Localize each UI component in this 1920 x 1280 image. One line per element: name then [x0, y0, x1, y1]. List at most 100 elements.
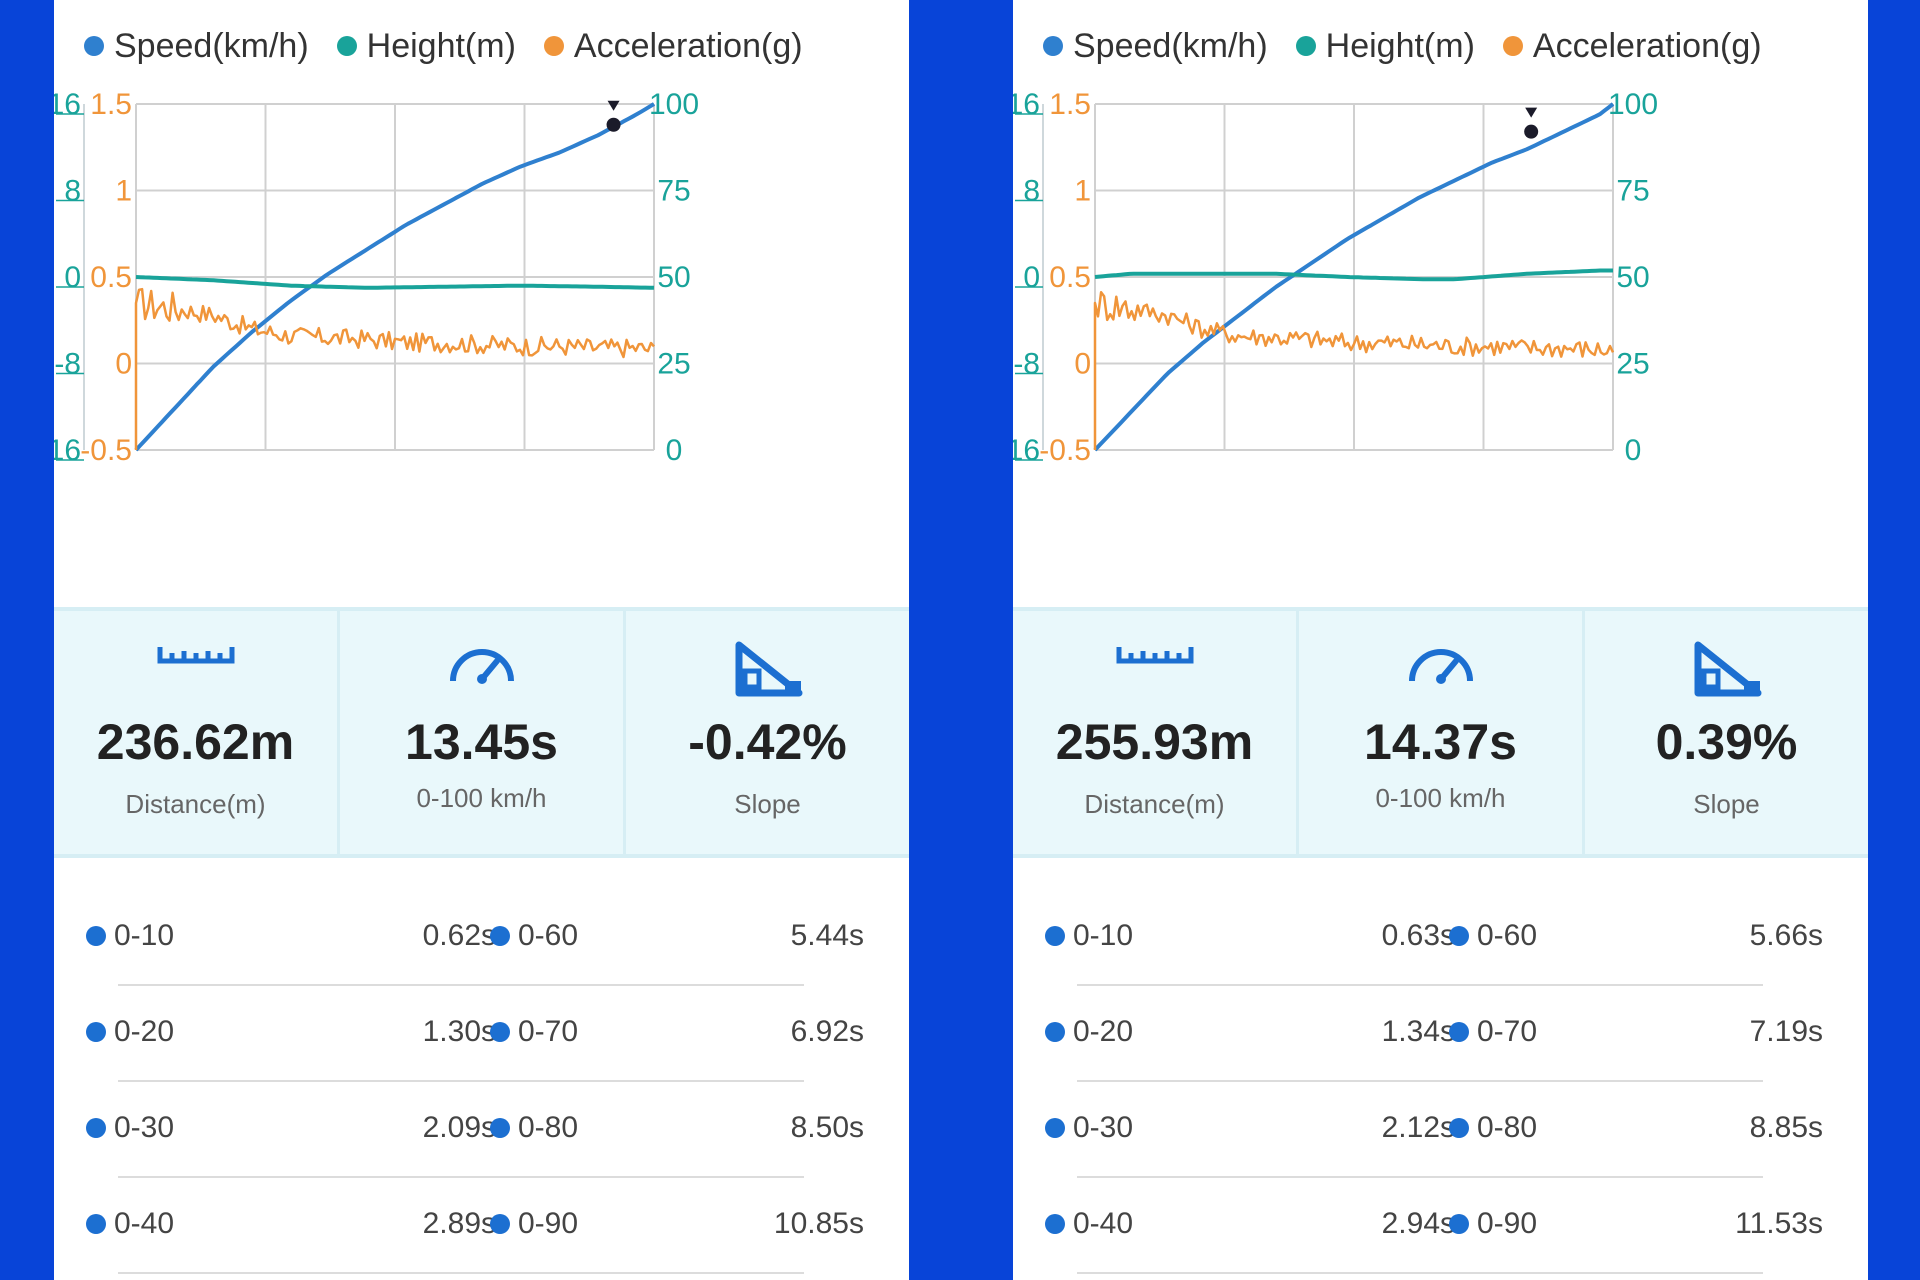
bullet-icon	[86, 1118, 106, 1138]
split-times: 0-10 0.63s 0-60 5.66s 0-20 1.34s 0-70 7.…	[1013, 890, 1868, 1274]
legend-height-label: Height(m)	[366, 26, 516, 65]
performance-chart-svg: 16 8 0 -8 -16 1.5 1 0.5 0 -0.5 100 75 50 25 0	[54, 88, 699, 467]
speed-tick-label: 25	[1616, 348, 1649, 381]
speed-tick-label: 0	[666, 434, 683, 467]
split-value: 11.53s	[1735, 1207, 1823, 1240]
split-value: 8.50s	[790, 1111, 864, 1144]
split-label-text: 0-60	[1477, 919, 1538, 952]
split-label-text: 0-80	[1477, 1111, 1538, 1144]
split-label: 0-90	[490, 1202, 578, 1246]
zero-to-100-label: 0-100 km/h	[416, 783, 547, 813]
zero-to-100-value: 14.37s	[1364, 714, 1517, 770]
legend-acceleration-label: Acceleration(g)	[1532, 26, 1762, 65]
bullet-icon	[490, 1022, 510, 1042]
legend-acceleration[interactable]: Acceleration(g)	[543, 27, 803, 66]
height-tick-label: -16	[1013, 434, 1040, 467]
split-label: 0-20	[86, 1010, 174, 1054]
row-divider	[1077, 1272, 1763, 1274]
bullet-icon	[490, 926, 510, 946]
speed-tick-label: 75	[657, 175, 690, 208]
split-label: 0-60	[490, 914, 578, 958]
split-label-text: 0-90	[1477, 1207, 1538, 1240]
bullet-icon	[1449, 1022, 1469, 1042]
speedometer-icon	[1406, 639, 1476, 690]
bullet-icon	[86, 926, 106, 946]
split-label: 0-20	[1045, 1010, 1133, 1054]
split-row: 0-40 2.94s 0-90 11.53s	[1013, 1178, 1868, 1274]
row-divider	[1077, 1176, 1763, 1178]
acceleration-dot-icon	[1502, 36, 1523, 56]
split-label: 0-10	[86, 914, 174, 958]
bullet-icon	[1045, 926, 1065, 946]
slope-icon	[731, 639, 805, 704]
legend-height[interactable]: Height(m)	[1295, 26, 1475, 66]
bullet-icon	[1449, 926, 1469, 946]
split-label-text: 0-70	[1477, 1015, 1538, 1048]
speed-tick-label: 50	[1616, 261, 1649, 294]
speed-marker-dot	[1524, 124, 1539, 139]
legend-height-label: Height(m)	[1325, 26, 1475, 65]
legend-speed-label: Speed(km/h)	[114, 26, 309, 65]
split-label: 0-30	[86, 1106, 174, 1150]
legend-height[interactable]: Height(m)	[336, 26, 516, 66]
split-value: 5.44s	[790, 919, 864, 952]
summary-stats: 255.93m Distance(m) 14.37s 0-100 km/h 0.…	[1013, 607, 1868, 858]
distance-label: Distance(m)	[125, 789, 266, 819]
slope-stat: 0.39% Slope	[1585, 611, 1868, 854]
speed-tick-label: 50	[657, 261, 690, 294]
height-tick-label: 8	[64, 175, 81, 208]
summary-stats: 236.62m Distance(m) 13.45s 0-100 km/h -0…	[54, 607, 909, 858]
slope-value: -0.42%	[688, 714, 847, 770]
split-label: 0-10	[1045, 914, 1133, 958]
legend-speed[interactable]: Speed(km/h)	[1043, 27, 1268, 66]
split-value: 7.19s	[1749, 1015, 1823, 1048]
legend-speed[interactable]: Speed(km/h)	[84, 27, 309, 66]
acceleration-tick-label: 1.5	[90, 88, 132, 121]
legend-speed-label: Speed(km/h)	[1073, 26, 1268, 65]
acceleration-tick-label: 0	[1074, 348, 1091, 381]
split-label-text: 0-80	[518, 1111, 579, 1144]
performance-chart[interactable]: 16 8 0 -8 -16 1.5 1 0.5 0 -0.5 100 75 50 25 0	[1013, 80, 1868, 580]
split-row: 0-30 2.12s 0-80 8.85s	[1013, 1082, 1868, 1178]
split-label-text: 0-90	[518, 1207, 579, 1240]
split-row: 0-20 1.34s 0-70 7.19s	[1013, 986, 1868, 1082]
distance-value: 236.62m	[96, 714, 295, 770]
split-label-text: 0-60	[518, 919, 579, 952]
acceleration-tick-label: 0.5	[90, 261, 132, 294]
performance-chart[interactable]: 16 8 0 -8 -16 1.5 1 0.5 0 -0.5 100 75 50 25 0	[54, 80, 909, 580]
split-label-text: 0-10	[1073, 919, 1134, 952]
acceleration-tick-label: 1	[1074, 175, 1091, 208]
bullet-icon	[1045, 1022, 1065, 1042]
row-divider	[118, 1080, 804, 1082]
acceleration-dot-icon	[543, 36, 564, 56]
height-tick-label: 0	[64, 261, 81, 294]
split-value: 2.09s	[422, 1111, 496, 1144]
height-tick-label: -8	[1013, 348, 1040, 381]
ruler-icon	[156, 639, 236, 674]
speed-tick-label: 25	[657, 348, 690, 381]
split-label: 0-60	[1449, 914, 1537, 958]
performance-chart-svg: 16 8 0 -8 -16 1.5 1 0.5 0 -0.5 100 75 50 25 0	[1013, 88, 1658, 467]
height-tick-label: -8	[54, 348, 81, 381]
bullet-icon	[1449, 1118, 1469, 1138]
speed-marker-dot	[606, 117, 621, 132]
distance-value: 255.93m	[1055, 714, 1254, 770]
split-label-text: 0-30	[114, 1111, 175, 1144]
slope-icon	[1690, 639, 1764, 704]
speed-dot-icon	[1043, 36, 1063, 56]
marker-pointer-icon	[607, 100, 620, 111]
legend-acceleration[interactable]: Acceleration(g)	[1502, 26, 1762, 66]
split-value: 8.85s	[1749, 1111, 1823, 1144]
bullet-icon	[86, 1214, 106, 1234]
split-label: 0-90	[1449, 1202, 1537, 1246]
bullet-icon	[490, 1118, 510, 1138]
split-label: 0-80	[1449, 1106, 1537, 1150]
row-divider	[118, 1176, 804, 1178]
split-value: 0.62s	[422, 919, 496, 952]
split-row: 0-20 1.30s 0-70 6.92s	[54, 986, 909, 1082]
series-line-speed-km-h-	[134, 102, 656, 452]
split-row: 0-10 0.62s 0-60 5.44s	[54, 890, 909, 986]
acceleration-tick-label: 0.5	[1049, 261, 1091, 294]
acceleration-time-stat: 14.37s 0-100 km/h	[1299, 611, 1585, 854]
height-dot-icon	[336, 36, 357, 56]
